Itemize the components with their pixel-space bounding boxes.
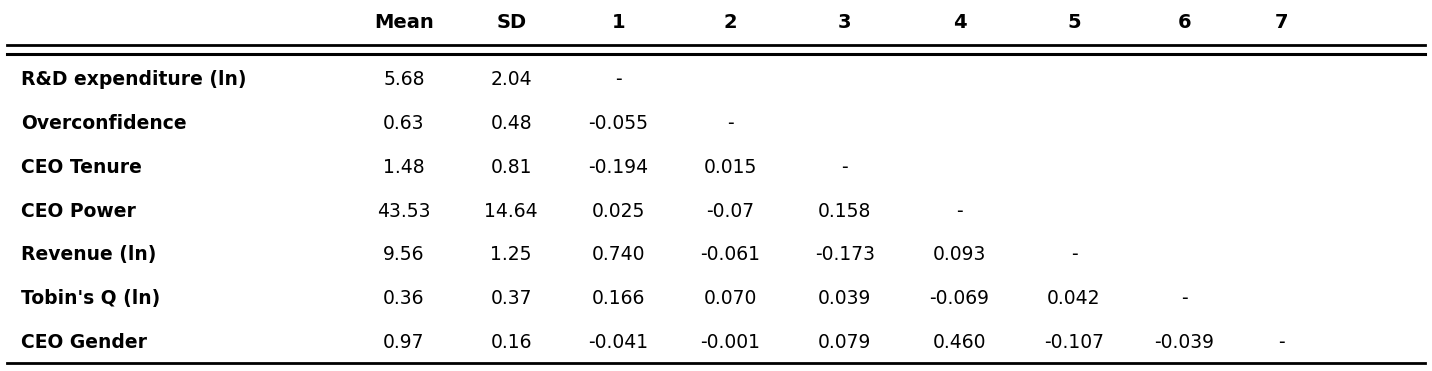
Text: R&D expenditure (ln): R&D expenditure (ln) bbox=[21, 70, 246, 89]
Text: -: - bbox=[842, 158, 848, 177]
Text: -: - bbox=[1071, 245, 1077, 265]
Text: -0.194: -0.194 bbox=[589, 158, 649, 177]
Text: 0.158: 0.158 bbox=[818, 201, 872, 221]
Text: 0.37: 0.37 bbox=[491, 289, 531, 308]
Text: 3: 3 bbox=[838, 13, 852, 32]
Text: -0.039: -0.039 bbox=[1154, 333, 1214, 352]
Text: 14.64: 14.64 bbox=[484, 201, 538, 221]
Text: -: - bbox=[616, 70, 621, 89]
Text: 2: 2 bbox=[723, 13, 737, 32]
Text: -: - bbox=[1279, 333, 1285, 352]
Text: 0.015: 0.015 bbox=[703, 158, 758, 177]
Text: -0.041: -0.041 bbox=[589, 333, 649, 352]
Text: -0.173: -0.173 bbox=[815, 245, 875, 265]
Text: SD: SD bbox=[495, 13, 527, 32]
Text: 5: 5 bbox=[1067, 13, 1081, 32]
Text: CEO Gender: CEO Gender bbox=[21, 333, 147, 352]
Text: 0.039: 0.039 bbox=[818, 289, 872, 308]
Text: 0.81: 0.81 bbox=[491, 158, 531, 177]
Text: -0.107: -0.107 bbox=[1044, 333, 1104, 352]
Text: Mean: Mean bbox=[374, 13, 434, 32]
Text: Overconfidence: Overconfidence bbox=[21, 114, 188, 133]
Text: 0.070: 0.070 bbox=[703, 289, 758, 308]
Text: 9.56: 9.56 bbox=[384, 245, 424, 265]
Text: 1.48: 1.48 bbox=[382, 158, 425, 177]
Text: Tobin's Q (ln): Tobin's Q (ln) bbox=[21, 289, 160, 308]
Text: 6: 6 bbox=[1177, 13, 1191, 32]
Text: CEO Power: CEO Power bbox=[21, 201, 136, 221]
Text: -: - bbox=[727, 114, 733, 133]
Text: 0.63: 0.63 bbox=[384, 114, 424, 133]
Text: CEO Tenure: CEO Tenure bbox=[21, 158, 142, 177]
Text: 0.16: 0.16 bbox=[491, 333, 531, 352]
Text: -: - bbox=[957, 201, 962, 221]
Text: -0.069: -0.069 bbox=[929, 289, 990, 308]
Text: 0.740: 0.740 bbox=[591, 245, 646, 265]
Text: -: - bbox=[1181, 289, 1187, 308]
Text: 0.48: 0.48 bbox=[490, 114, 533, 133]
Text: 1: 1 bbox=[611, 13, 626, 32]
Text: 2.04: 2.04 bbox=[490, 70, 533, 89]
Text: 1.25: 1.25 bbox=[491, 245, 531, 265]
Text: 0.025: 0.025 bbox=[591, 201, 646, 221]
Text: 0.079: 0.079 bbox=[818, 333, 872, 352]
Text: 0.97: 0.97 bbox=[384, 333, 424, 352]
Text: 43.53: 43.53 bbox=[377, 201, 431, 221]
Text: -0.001: -0.001 bbox=[700, 333, 760, 352]
Text: -0.055: -0.055 bbox=[589, 114, 649, 133]
Text: Revenue (ln): Revenue (ln) bbox=[21, 245, 158, 265]
Text: 0.042: 0.042 bbox=[1047, 289, 1101, 308]
Text: 0.166: 0.166 bbox=[591, 289, 646, 308]
Text: 0.460: 0.460 bbox=[932, 333, 987, 352]
Text: 0.36: 0.36 bbox=[384, 289, 424, 308]
Text: -0.07: -0.07 bbox=[706, 201, 755, 221]
Text: 0.093: 0.093 bbox=[932, 245, 987, 265]
Text: 5.68: 5.68 bbox=[384, 70, 424, 89]
Text: 4: 4 bbox=[952, 13, 967, 32]
Text: -0.061: -0.061 bbox=[700, 245, 760, 265]
Text: 7: 7 bbox=[1274, 13, 1289, 32]
